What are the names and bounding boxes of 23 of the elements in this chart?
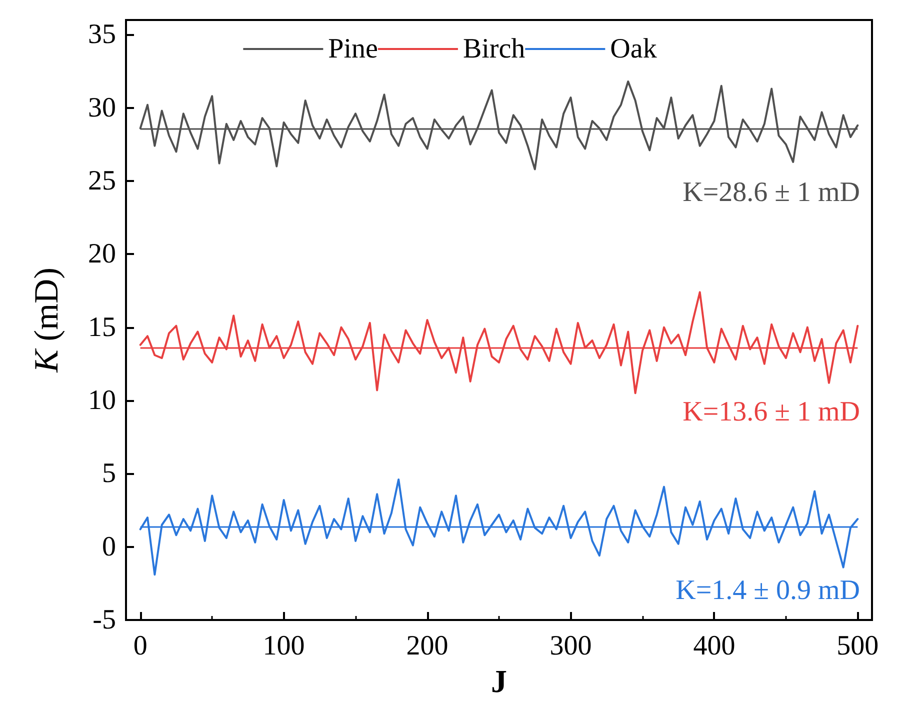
legend-label: Pine	[328, 34, 378, 64]
annotation: K=13.6 ± 1 mD	[682, 396, 860, 428]
y-tick-label: 15	[88, 312, 116, 343]
x-tick-label: 300	[550, 630, 592, 662]
y-tick-label: 20	[88, 238, 116, 270]
x-tick-label: 200	[406, 630, 448, 662]
annotation: K=28.6 ± 1 mD	[682, 176, 860, 208]
legend-label: Birch	[462, 34, 526, 64]
x-tick-label: 100	[262, 630, 305, 662]
annotation: K=1.4 ± 0.9 mD	[676, 574, 860, 606]
y-tick-label: 30	[88, 92, 116, 124]
y-tick-label: 10	[88, 384, 116, 416]
y-tick-label: 25	[88, 165, 116, 196]
y-axis-title: K (mD)	[28, 268, 66, 374]
y-tick-label: 35	[88, 19, 116, 50]
y-tick-label: 5	[102, 458, 116, 490]
x-tick-label: 400	[693, 630, 736, 662]
y-tick-label: 0	[102, 531, 116, 562]
x-tick-label: 500	[836, 630, 879, 662]
y-tick-label: -5	[92, 604, 116, 636]
x-axis-title: J	[491, 662, 507, 699]
x-tick-label: 0	[133, 630, 148, 662]
legend-label: Oak	[610, 34, 657, 64]
